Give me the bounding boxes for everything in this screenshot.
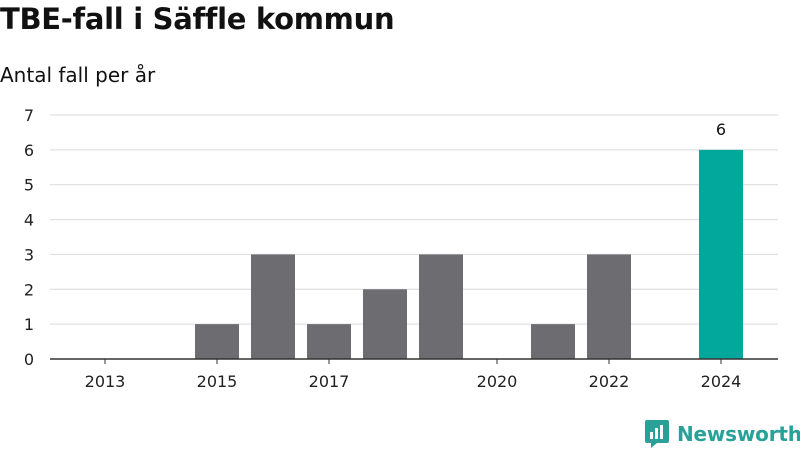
bar-2024	[699, 149, 743, 359]
data-label: 6	[716, 120, 726, 139]
x-tick-label: 2013	[85, 372, 126, 391]
bars	[195, 149, 743, 359]
bar-2015	[195, 324, 239, 359]
y-tick-label: 6	[24, 141, 34, 160]
y-tick-label: 3	[24, 245, 34, 264]
y-tick-label: 7	[24, 106, 34, 125]
newsworthy-logo-icon	[645, 420, 669, 448]
chart-title: TBE-fall i Säffle kommun	[0, 2, 395, 36]
grid-lines	[50, 114, 778, 325]
bar-2019	[419, 254, 463, 359]
x-tick-label: 2022	[589, 372, 630, 391]
y-tick-label: 2	[24, 280, 34, 299]
chart-subtitle: Antal fall per år	[0, 63, 156, 87]
x-tick-label: 2020	[477, 372, 518, 391]
bar-chart: 0 1 2 3 4 5 6 7 6 2013 2015 2017 2020 2022 2024	[24, 106, 778, 391]
bar-2016	[251, 254, 295, 359]
y-tick-label: 1	[24, 315, 34, 334]
x-tick-label: 2017	[309, 372, 350, 391]
data-labels: 6	[716, 120, 726, 139]
brand-name: Newsworthy	[677, 422, 800, 446]
bar-2022	[587, 254, 631, 359]
bar-2021	[531, 324, 575, 359]
y-tick-label: 5	[24, 176, 34, 195]
y-tick-label: 4	[24, 211, 34, 230]
x-tick-label: 2024	[701, 372, 742, 391]
newsworthy-logo[interactable]: Newsworthy	[644, 419, 800, 449]
y-tick-label: 0	[24, 350, 34, 369]
y-axis-ticks: 0 1 2 3 4 5 6 7	[24, 106, 34, 369]
x-tick-label: 2015	[197, 372, 238, 391]
bar-2017	[307, 324, 351, 359]
bar-2018	[363, 289, 407, 359]
x-axis-ticks: 2013 2015 2017 2020 2022 2024	[85, 359, 742, 391]
